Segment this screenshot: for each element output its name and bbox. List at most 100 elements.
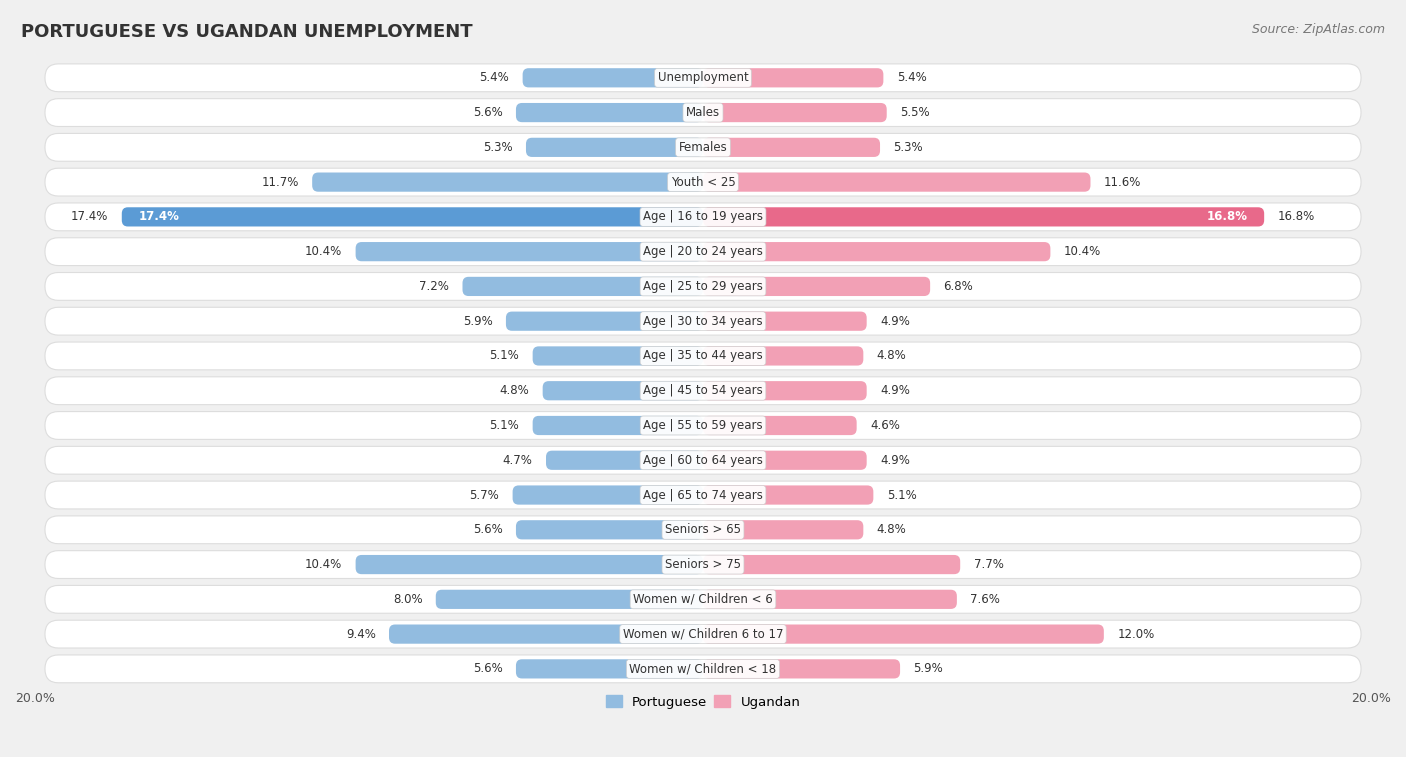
FancyBboxPatch shape [45, 168, 1361, 196]
Text: 6.8%: 6.8% [943, 280, 973, 293]
Text: 4.9%: 4.9% [880, 315, 910, 328]
FancyBboxPatch shape [45, 516, 1361, 544]
Text: Females: Females [679, 141, 727, 154]
FancyBboxPatch shape [703, 277, 931, 296]
FancyBboxPatch shape [533, 416, 703, 435]
Text: 4.6%: 4.6% [870, 419, 900, 432]
Text: 9.4%: 9.4% [346, 628, 375, 640]
FancyBboxPatch shape [703, 590, 957, 609]
Text: 17.4%: 17.4% [138, 210, 180, 223]
FancyBboxPatch shape [516, 659, 703, 678]
FancyBboxPatch shape [703, 520, 863, 540]
Text: Seniors > 65: Seniors > 65 [665, 523, 741, 536]
FancyBboxPatch shape [506, 312, 703, 331]
Text: 7.2%: 7.2% [419, 280, 449, 293]
FancyBboxPatch shape [45, 620, 1361, 648]
Text: 5.7%: 5.7% [470, 488, 499, 502]
Text: 4.7%: 4.7% [503, 453, 533, 467]
FancyBboxPatch shape [546, 450, 703, 470]
Text: 5.9%: 5.9% [914, 662, 943, 675]
Text: Age | 25 to 29 years: Age | 25 to 29 years [643, 280, 763, 293]
Text: Age | 55 to 59 years: Age | 55 to 59 years [643, 419, 763, 432]
Text: Women w/ Children < 6: Women w/ Children < 6 [633, 593, 773, 606]
Text: 5.5%: 5.5% [900, 106, 929, 119]
Text: Age | 20 to 24 years: Age | 20 to 24 years [643, 245, 763, 258]
Text: 5.1%: 5.1% [489, 419, 519, 432]
FancyBboxPatch shape [516, 520, 703, 540]
Text: 5.9%: 5.9% [463, 315, 492, 328]
Text: Age | 60 to 64 years: Age | 60 to 64 years [643, 453, 763, 467]
FancyBboxPatch shape [703, 207, 1264, 226]
Text: 8.0%: 8.0% [392, 593, 422, 606]
Text: 5.6%: 5.6% [472, 523, 502, 536]
FancyBboxPatch shape [703, 416, 856, 435]
FancyBboxPatch shape [703, 381, 866, 400]
Text: 5.6%: 5.6% [472, 662, 502, 675]
Text: 16.8%: 16.8% [1278, 210, 1315, 223]
Text: 5.3%: 5.3% [484, 141, 513, 154]
FancyBboxPatch shape [703, 485, 873, 505]
FancyBboxPatch shape [516, 103, 703, 122]
FancyBboxPatch shape [45, 307, 1361, 335]
FancyBboxPatch shape [463, 277, 703, 296]
FancyBboxPatch shape [45, 412, 1361, 439]
FancyBboxPatch shape [45, 447, 1361, 474]
FancyBboxPatch shape [703, 138, 880, 157]
FancyBboxPatch shape [533, 347, 703, 366]
FancyBboxPatch shape [436, 590, 703, 609]
FancyBboxPatch shape [703, 625, 1104, 643]
Text: 10.4%: 10.4% [305, 558, 342, 571]
FancyBboxPatch shape [389, 625, 703, 643]
FancyBboxPatch shape [45, 342, 1361, 370]
FancyBboxPatch shape [513, 485, 703, 505]
FancyBboxPatch shape [45, 585, 1361, 613]
FancyBboxPatch shape [703, 68, 883, 87]
FancyBboxPatch shape [45, 133, 1361, 161]
FancyBboxPatch shape [356, 242, 703, 261]
Text: 5.6%: 5.6% [472, 106, 502, 119]
FancyBboxPatch shape [122, 207, 703, 226]
FancyBboxPatch shape [45, 377, 1361, 405]
Text: Youth < 25: Youth < 25 [671, 176, 735, 188]
FancyBboxPatch shape [703, 103, 887, 122]
Text: 7.7%: 7.7% [973, 558, 1004, 571]
Text: 5.4%: 5.4% [897, 71, 927, 84]
Text: Males: Males [686, 106, 720, 119]
Text: 4.8%: 4.8% [877, 350, 907, 363]
FancyBboxPatch shape [526, 138, 703, 157]
Text: 12.0%: 12.0% [1118, 628, 1154, 640]
FancyBboxPatch shape [703, 450, 866, 470]
FancyBboxPatch shape [45, 273, 1361, 301]
FancyBboxPatch shape [703, 173, 1091, 192]
Text: 10.4%: 10.4% [305, 245, 342, 258]
Text: Age | 16 to 19 years: Age | 16 to 19 years [643, 210, 763, 223]
Text: Source: ZipAtlas.com: Source: ZipAtlas.com [1251, 23, 1385, 36]
Text: 10.4%: 10.4% [1064, 245, 1101, 258]
Text: 17.4%: 17.4% [72, 210, 108, 223]
Text: Age | 65 to 74 years: Age | 65 to 74 years [643, 488, 763, 502]
Text: Unemployment: Unemployment [658, 71, 748, 84]
Text: 7.6%: 7.6% [970, 593, 1000, 606]
FancyBboxPatch shape [356, 555, 703, 574]
Text: 5.4%: 5.4% [479, 71, 509, 84]
FancyBboxPatch shape [523, 68, 703, 87]
Text: 16.8%: 16.8% [1206, 210, 1247, 223]
Text: 5.3%: 5.3% [893, 141, 922, 154]
FancyBboxPatch shape [45, 98, 1361, 126]
FancyBboxPatch shape [543, 381, 703, 400]
FancyBboxPatch shape [703, 242, 1050, 261]
Text: 11.6%: 11.6% [1104, 176, 1142, 188]
FancyBboxPatch shape [45, 203, 1361, 231]
FancyBboxPatch shape [45, 64, 1361, 92]
FancyBboxPatch shape [45, 481, 1361, 509]
Text: 11.7%: 11.7% [262, 176, 299, 188]
Text: 4.8%: 4.8% [877, 523, 907, 536]
Text: Women w/ Children 6 to 17: Women w/ Children 6 to 17 [623, 628, 783, 640]
Text: 4.9%: 4.9% [880, 385, 910, 397]
Text: PORTUGUESE VS UGANDAN UNEMPLOYMENT: PORTUGUESE VS UGANDAN UNEMPLOYMENT [21, 23, 472, 41]
FancyBboxPatch shape [45, 238, 1361, 266]
Text: Age | 30 to 34 years: Age | 30 to 34 years [643, 315, 763, 328]
FancyBboxPatch shape [703, 659, 900, 678]
Text: 5.1%: 5.1% [489, 350, 519, 363]
Legend: Portuguese, Ugandan: Portuguese, Ugandan [600, 690, 806, 714]
